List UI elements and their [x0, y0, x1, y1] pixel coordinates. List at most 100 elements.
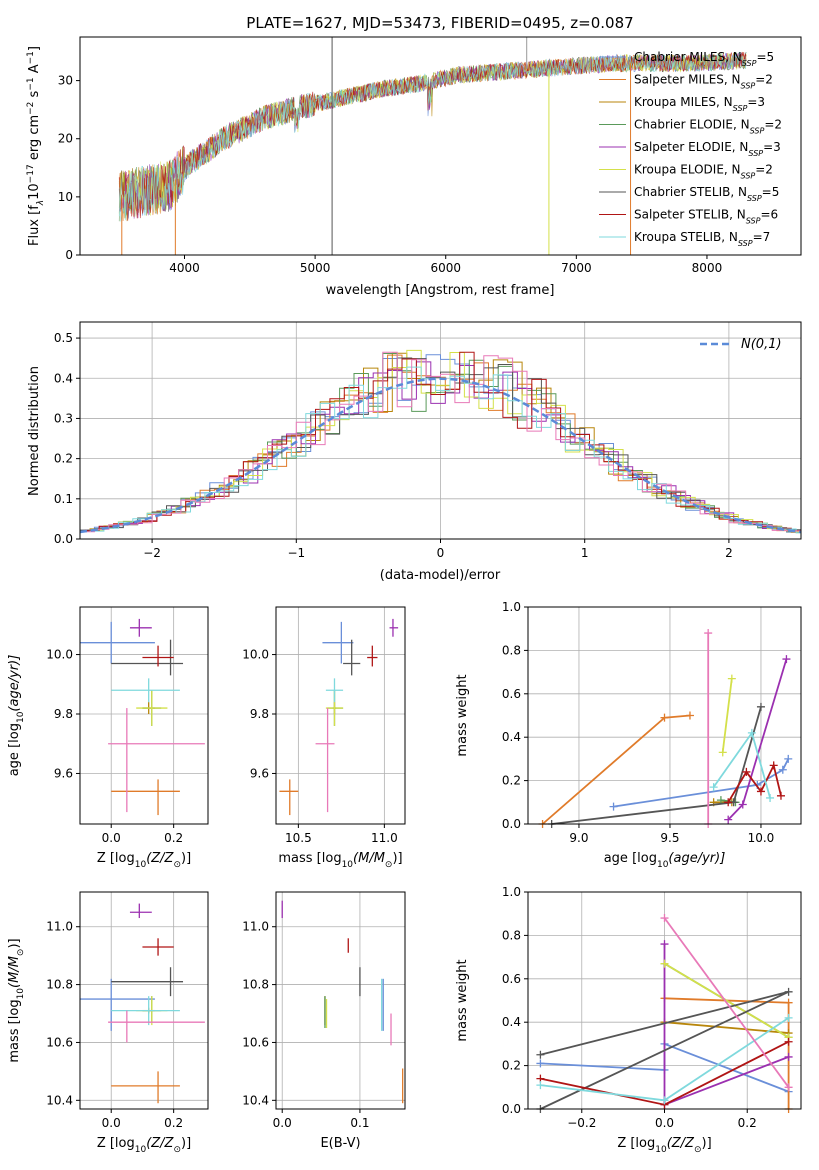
y-tick-label: 9.6 [54, 766, 73, 780]
legend-label: Salpeter MILES, NSSP=2 [634, 73, 773, 91]
y-tick-label: 0.6 [502, 972, 521, 986]
legend-sub: SSP [748, 149, 763, 158]
label-part: )] [181, 1136, 191, 1151]
x-tick-label: 9.5 [660, 831, 679, 845]
z-mass-panel: 0.0 0.210.410.610.811.0Z [log10(Z/Z⊙)]mas… [7, 891, 209, 1155]
weight-marker [784, 1052, 793, 1061]
weight-marker [660, 914, 669, 923]
legend-text: Kroupa MILES, N [634, 95, 733, 109]
legend-text: Salpeter MILES, N [634, 73, 741, 87]
panel-axes [275, 606, 406, 825]
label-part: mass [log [7, 999, 22, 1062]
y-tick-label: 0.4 [502, 1015, 521, 1029]
ylabel-part: ] [27, 46, 42, 51]
x-tick-label: 6000 [430, 261, 461, 275]
weight-marker [704, 629, 713, 638]
panel-ticks: 0.0 0.1 10.4 10.6 10.8 11.0 [242, 920, 369, 1130]
weight-marker [784, 1013, 793, 1022]
y-tick-label: 20 [58, 132, 73, 146]
histogram-series [80, 354, 801, 533]
legend-sub: SSP [747, 194, 762, 203]
panel-ticks: 9.0 9.5 10.0 0.0 0.2 0.4 0.6 0.8 1.0 [502, 600, 774, 845]
x-tick-label: 2 [725, 546, 733, 560]
panel-data [80, 903, 205, 1104]
x-tick-label: 0 [437, 546, 445, 560]
x-tick-label: 0.1 [350, 1116, 369, 1130]
panel-ticks: 10.5 11.0 9.6 9.8 10.0 [242, 648, 397, 845]
x-tick-label: 0.0 [102, 831, 121, 845]
weight-marker [776, 791, 785, 800]
y-tick-label: 0.2 [502, 1059, 521, 1073]
y-tick-label: 11.0 [46, 920, 73, 934]
legend-sub: SSP [738, 239, 753, 248]
label-part: Z [log [617, 1136, 655, 1151]
y-tick-label: 10.6 [46, 1035, 73, 1049]
x-tick-label: 8000 [692, 261, 723, 275]
legend-n: =6 [760, 208, 778, 222]
legend-text: Salpeter STELIB, N [634, 208, 746, 222]
legend-sub: SSP [741, 171, 756, 180]
y-tick-label: 10.8 [242, 978, 269, 992]
weight-marker [660, 713, 669, 722]
legend-sub: SSP [741, 81, 756, 90]
legend-label: Kroupa MILES, NSSP=3 [634, 95, 765, 113]
x-tick-label: 0.2 [164, 831, 183, 845]
panel-ticks: −0.2 0.0 0.2 0.0 0.2 0.4 0.6 0.8 1.0 [502, 885, 757, 1130]
label-part: )] [7, 938, 22, 948]
weight-marker [766, 793, 775, 802]
panel-axes [79, 891, 209, 1110]
label-sub: ⊙ [385, 860, 393, 870]
x-tick-label: 0.0 [655, 1116, 674, 1130]
x-tick-label: −0.2 [567, 1116, 596, 1130]
histogram-steps [79, 349, 802, 534]
weight-marker [756, 787, 765, 796]
y-tick-label: 0.3 [54, 411, 73, 425]
mass-age-xlabel: mass [log10(M/M⊙)] [278, 851, 402, 870]
panel-ticks: 0.0 0.2 10.4 10.6 10.8 11.0 [46, 920, 183, 1130]
legend-n: =7 [753, 230, 771, 244]
legend-label: Kroupa ELODIE, NSSP=2 [634, 163, 773, 181]
legend-label: Chabrier STELIB, NSSP=5 [634, 185, 779, 203]
label-sub: 10 [655, 1145, 667, 1155]
y-tick-label: 0.2 [54, 452, 73, 466]
gauss-curve [79, 377, 802, 534]
weight-marker [756, 702, 765, 711]
parameter-panels: 0.0 0.29.69.810.0Z [log10(Z/Z⊙)]age [log1… [7, 600, 802, 1155]
weight-line [664, 997, 790, 1109]
panel-data [538, 629, 793, 828]
age-weight-ylabel: mass weight [455, 674, 470, 756]
spectrum-lines [118, 37, 747, 255]
label-part: (Z/Z [146, 1136, 174, 1151]
gauss-legend-label: N(0,1) [741, 337, 782, 352]
label-part: (M/M [7, 956, 22, 988]
label-part: mass [log [278, 851, 341, 866]
label-part: Z [log [97, 851, 135, 866]
panel-data [281, 900, 404, 1104]
weight-line [663, 917, 790, 1088]
y-tick-label: 1.0 [502, 600, 521, 614]
spectrum-series-line [118, 51, 747, 219]
spectrum-xlabel: wavelength [Angstrom, rest frame] [326, 283, 555, 298]
panel-data [279, 618, 399, 816]
weight-marker [738, 800, 747, 809]
legend-text: Kroupa STELIB, N [634, 230, 738, 244]
label-sub: ⊙ [173, 1145, 181, 1155]
y-tick-label: 0.6 [502, 687, 521, 701]
ylabel-part: −1 [26, 51, 36, 64]
label-part: (age/yr)] [7, 655, 22, 712]
y-tick-label: 10.6 [242, 1035, 269, 1049]
y-tick-label: 9.8 [54, 707, 73, 721]
panel-axes [79, 606, 209, 825]
legend-label: Kroupa STELIB, NSSP=7 [634, 230, 770, 248]
x-tick-label: 0.0 [102, 1116, 121, 1130]
label-part: )] [392, 851, 402, 866]
spectrum-title: PLATE=1627, MJD=53473, FIBERID=0495, z=0… [246, 14, 633, 32]
ylabel-part: −2 [26, 102, 36, 115]
weight-marker [685, 711, 694, 720]
legend-label: Chabrier ELODIE, NSSP=2 [634, 118, 782, 136]
panel-grid [80, 892, 208, 1109]
weight-marker [718, 748, 727, 757]
x-tick-label: 10.0 [748, 831, 775, 845]
ylabel-part: s [27, 90, 42, 101]
legend-text: Kroupa ELODIE, N [634, 163, 741, 177]
